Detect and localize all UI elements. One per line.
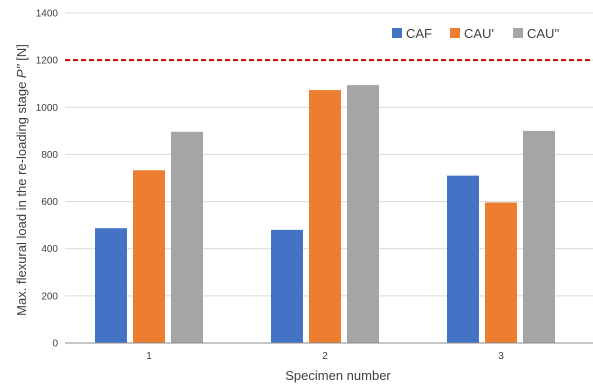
y-tick-label: 600: [41, 197, 58, 208]
legend-label-caupp: CAU'': [527, 26, 559, 41]
x-tick-label: 3: [498, 351, 504, 362]
bar-caf-2: [271, 229, 303, 343]
y-tick-label: 200: [41, 291, 58, 302]
x-tick-label: 1: [146, 351, 152, 362]
y-tick-label: 800: [41, 150, 58, 161]
bar-caup-1: [133, 170, 165, 343]
y-axis-title: Max. flexural load in the re-loading sta…: [14, 44, 29, 316]
legend-swatch-caup: [450, 28, 460, 38]
bar-caupp-2: [347, 85, 379, 343]
legend-swatch-caf: [392, 28, 402, 38]
x-tick-label: 2: [322, 351, 328, 362]
bar-caupp-3: [523, 130, 555, 343]
bars: [95, 85, 555, 343]
bar-caf-1: [95, 228, 127, 343]
y-tick-label: 1000: [36, 103, 59, 114]
bar-caupp-1: [171, 131, 203, 343]
bar-caf-3: [447, 175, 479, 343]
y-tick-label: 400: [41, 244, 58, 255]
legend-swatch-caupp: [513, 28, 523, 38]
y-axis-title-unit: [N]: [14, 44, 29, 64]
y-tick-label: 0: [52, 339, 58, 350]
bar-caup-3: [485, 202, 517, 343]
y-axis-title-symbol: P'': [14, 64, 29, 78]
x-axis-title: Specimen number: [285, 368, 391, 383]
legend: CAF CAU' CAU'': [392, 26, 559, 41]
y-tick-label: 1400: [36, 9, 59, 20]
axes: 0 200 400 600 800 1000 1200 1400 1 2 3: [36, 9, 593, 362]
bar-caup-2: [309, 90, 341, 343]
legend-label-caup: CAU': [464, 26, 494, 41]
y-axis-title-text: Max. flexural load in the re-loading sta…: [14, 78, 29, 316]
y-tick-label: 1200: [36, 56, 59, 67]
legend-label-caf: CAF: [406, 26, 432, 41]
